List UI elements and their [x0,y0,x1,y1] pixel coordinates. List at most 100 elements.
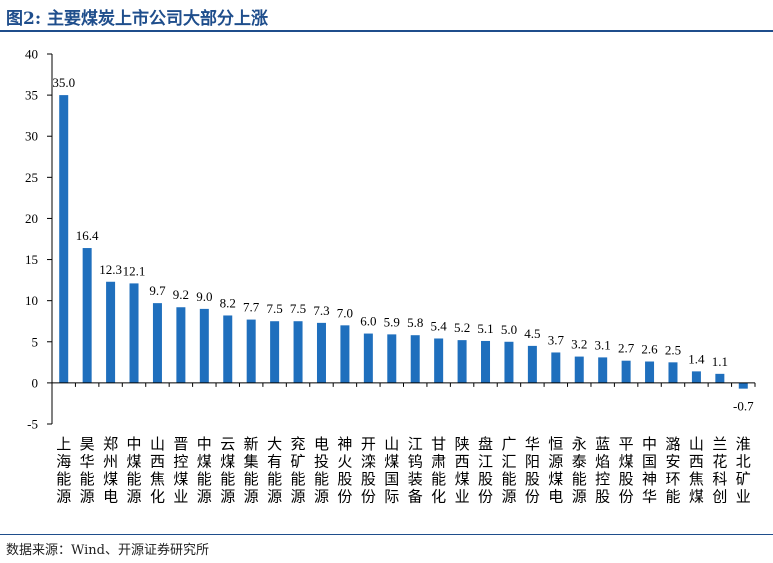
data-label: 12.3 [99,262,122,277]
category-label: 中国神华 [642,435,657,506]
data-label: 35.0 [52,75,75,90]
category-label: 郑州煤电 [103,435,118,506]
bar [527,345,537,383]
category-label: 平煤股份 [619,435,634,506]
bar [410,335,420,383]
bars [59,95,748,389]
data-label: 1.4 [688,351,705,366]
data-label: 9.2 [173,287,189,302]
category-label: 中煤能源 [127,435,142,506]
data-label: 5.8 [407,315,423,330]
y-axis: -5 0 5 10 15 20 25 30 35 40 [25,47,53,432]
category-label: 潞安环能 [665,435,680,506]
category-label: 广汇能源 [501,435,516,506]
y-tick-label: 25 [25,170,38,185]
data-label: 7.0 [337,305,353,320]
data-label: 5.9 [384,314,400,329]
category-label: 中煤能源 [197,435,212,506]
y-tick-label: 20 [25,211,38,226]
data-label: 9.7 [149,283,166,298]
category-label: 开滦股份 [361,435,376,506]
y-tick-label: 5 [32,334,39,349]
category-label: 大有能源 [267,435,282,506]
source-note: 数据来源：Wind、开源证券研究所 [6,543,209,558]
chart-title: 图2: 主要煤炭上市公司大部分上涨 [6,9,269,29]
category-label: 华阳股份 [525,435,540,506]
bar [152,303,162,383]
data-label: 3.1 [595,337,611,352]
bar [457,340,467,383]
bar [82,248,92,383]
category-label: 云煤能源 [220,435,235,506]
bar-chart: -5 0 5 10 15 20 25 30 35 40 35.0 16.4 12.3 12.19.7 9.… [25,47,756,506]
category-label: 电投能源 [314,435,329,506]
bar [574,356,584,383]
data-label: 2.6 [641,342,658,357]
source-divider [0,534,773,535]
category-label: 上海能源 [56,435,71,506]
y-tick-label: 10 [25,293,38,308]
y-tick-label: 30 [25,129,38,144]
title-divider [0,30,773,32]
data-label: 7.3 [313,303,329,318]
bar [223,315,233,383]
data-label: 5.0 [501,322,517,337]
bar [106,281,116,383]
data-label: 12.1 [123,263,146,278]
category-label: 甘肃能化 [431,435,446,506]
bar [504,341,514,383]
data-label: 5.2 [454,320,470,335]
category-label: 兰花科创 [712,435,727,506]
data-label: 9.0 [196,289,212,304]
category-label: 昊华能源 [80,435,95,506]
bar [551,352,561,383]
bar [387,334,397,383]
data-label: 4.5 [524,326,540,341]
bar [481,340,491,383]
y-tick-label: 15 [25,252,38,267]
x-axis [52,382,756,387]
bar [668,362,678,383]
bar [59,95,69,383]
category-label: 陕西煤业 [455,435,470,506]
category-label: 神火股份 [337,435,352,506]
bar [738,382,748,389]
category-label: 江钨装备 [408,435,423,506]
category-label: 盘江股份 [478,435,493,506]
data-label: 6.0 [360,314,376,329]
y-tick-label: 0 [32,375,39,390]
data-label: 5.4 [431,318,448,333]
data-label: 7.7 [243,300,260,315]
bar [363,333,373,383]
data-label: 5.1 [477,321,493,336]
y-tick-label: 40 [25,47,38,62]
category-label: 兖矿能源 [291,435,306,506]
data-label: -0.7 [733,399,754,414]
category-labels: 上海能源昊华能源郑州煤电中煤能源山西焦化晋控煤业中煤能源云煤能源新集能源大有能源… [56,435,751,506]
bar [621,360,631,383]
data-label: 3.2 [571,337,587,352]
y-tick-label: -5 [27,417,38,432]
bar [434,338,444,383]
bar [129,283,139,383]
category-label: 山西焦化 [150,435,165,506]
bar [176,307,186,383]
y-tick-label: 35 [25,88,38,103]
data-label: 16.4 [76,228,99,243]
category-label: 蓝焰控股 [595,435,610,506]
bar [316,322,326,383]
category-label: 恒源煤电 [548,435,563,506]
category-label: 山煤国际 [384,435,399,506]
data-label: 1.1 [712,354,728,369]
bar [645,361,655,383]
bar [691,371,701,383]
data-label: 3.7 [548,332,565,347]
category-label: 晋控煤业 [173,435,188,506]
category-label: 永泰能源 [572,435,587,506]
bar [598,357,608,383]
data-label: 2.5 [665,342,681,357]
category-label: 山西焦煤 [689,435,704,506]
data-labels: 35.0 16.4 12.3 12.19.7 9.2 9.0 8.2 7.7 7.5 7.5 7.3… [52,75,754,414]
category-label: 新集能源 [244,435,259,506]
data-label: 7.5 [290,301,306,316]
